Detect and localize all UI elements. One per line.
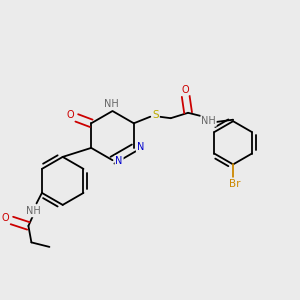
Text: O: O xyxy=(181,85,189,95)
Text: O: O xyxy=(66,110,74,120)
Text: N: N xyxy=(137,142,144,152)
Text: Br: Br xyxy=(229,178,240,189)
Text: S: S xyxy=(152,110,159,120)
Text: NH: NH xyxy=(26,206,41,217)
Text: N: N xyxy=(116,156,123,166)
Text: NH: NH xyxy=(103,99,118,110)
Text: NH: NH xyxy=(201,116,216,126)
Text: O: O xyxy=(2,213,9,223)
